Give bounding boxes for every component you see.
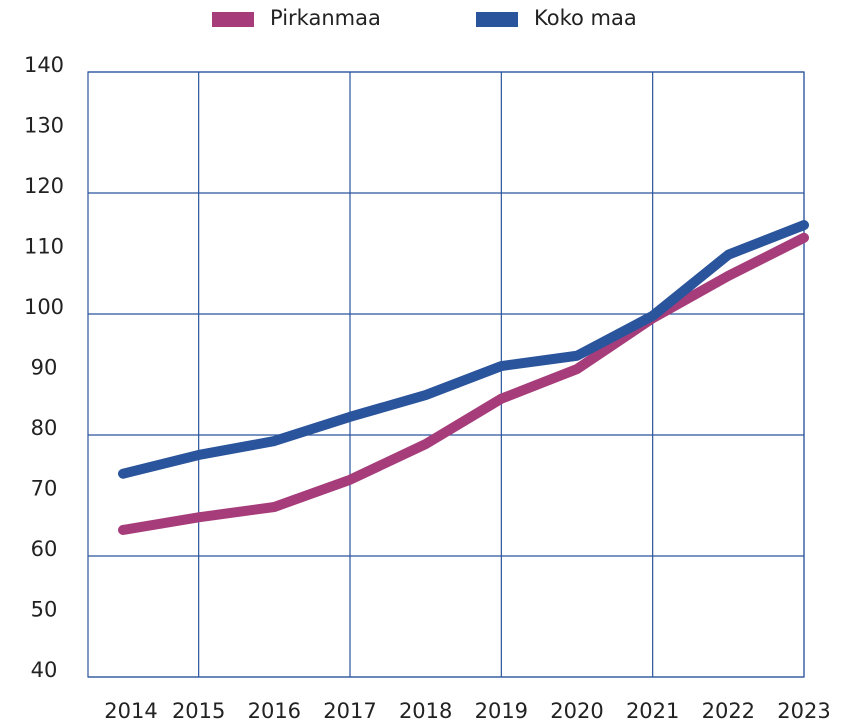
plot-border [87,71,805,678]
y-tick-label: 100 [24,295,64,319]
x-tick-label: 2016 [248,699,301,723]
x-tick-label: 2021 [626,699,679,723]
series-line [118,220,809,479]
y-tick-label: 50 [31,598,58,622]
legend-label: Koko maa [534,6,637,30]
x-tick-label: 2022 [702,699,755,723]
x-tick-label: 2018 [399,699,452,723]
x-tick-label: 2017 [323,699,376,723]
y-tick-label: 120 [24,174,64,198]
y-tick-label: 80 [31,416,58,440]
x-tick-label: 2014 [104,699,157,723]
legend-swatch [476,12,518,27]
x-tick-label: 2015 [172,699,225,723]
x-tick-label: 2019 [475,699,528,723]
y-tick-label: 110 [24,235,64,259]
series-line [118,232,809,535]
y-tick-label: 40 [31,658,58,682]
y-tick-label: 140 [24,53,64,77]
y-tick-label: 130 [24,114,64,138]
x-tick-label: 2020 [550,699,603,723]
y-tick-label: 60 [31,537,58,561]
y-tick-label: 90 [31,356,58,380]
x-tick-label: 2023 [777,699,830,723]
legend-swatch [212,12,254,27]
y-tick-label: 70 [31,477,58,501]
legend-label: Pirkanmaa [270,6,381,30]
